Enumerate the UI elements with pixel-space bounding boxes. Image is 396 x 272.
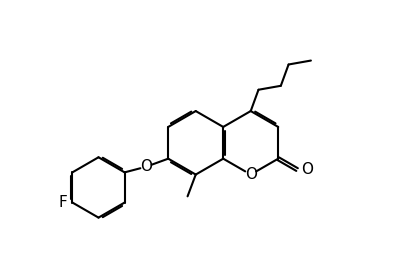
Text: O: O: [301, 162, 313, 177]
Text: O: O: [140, 159, 152, 174]
Text: F: F: [58, 195, 67, 210]
Text: O: O: [245, 167, 257, 182]
